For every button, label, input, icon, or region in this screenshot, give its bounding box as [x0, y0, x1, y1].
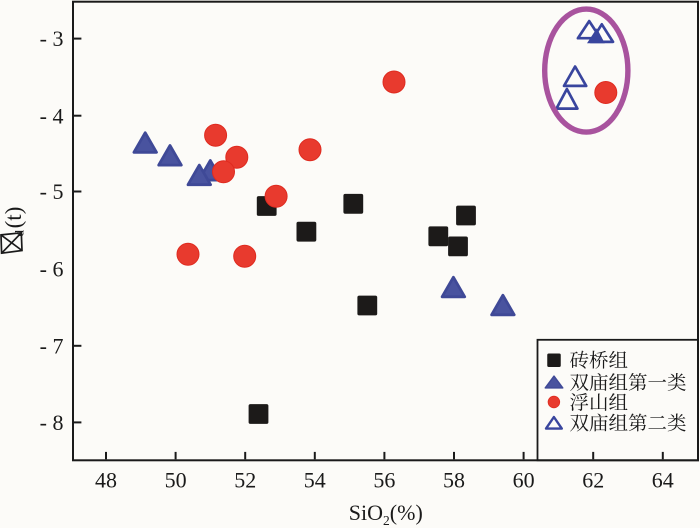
svg-text:- 3: - 3: [40, 26, 64, 51]
svg-text:58: 58: [443, 468, 465, 493]
svg-text:54: 54: [304, 468, 326, 493]
svg-text:- 8: - 8: [40, 410, 64, 435]
svg-text:50: 50: [165, 468, 187, 493]
svg-text:56: 56: [373, 468, 395, 493]
svg-text:- 6: - 6: [40, 257, 64, 282]
svg-text:d: d: [11, 229, 26, 236]
svg-text:(t): (t): [1, 207, 26, 229]
svg-text:- 5: - 5: [40, 179, 64, 204]
svg-text:- 4: - 4: [40, 103, 64, 128]
svg-text:52: 52: [234, 468, 256, 493]
svg-text:- 7: - 7: [40, 333, 64, 358]
svg-text:60: 60: [513, 468, 535, 493]
svg-text:48: 48: [95, 468, 117, 493]
svg-text:64: 64: [652, 468, 674, 493]
svg-text:62: 62: [582, 468, 604, 493]
